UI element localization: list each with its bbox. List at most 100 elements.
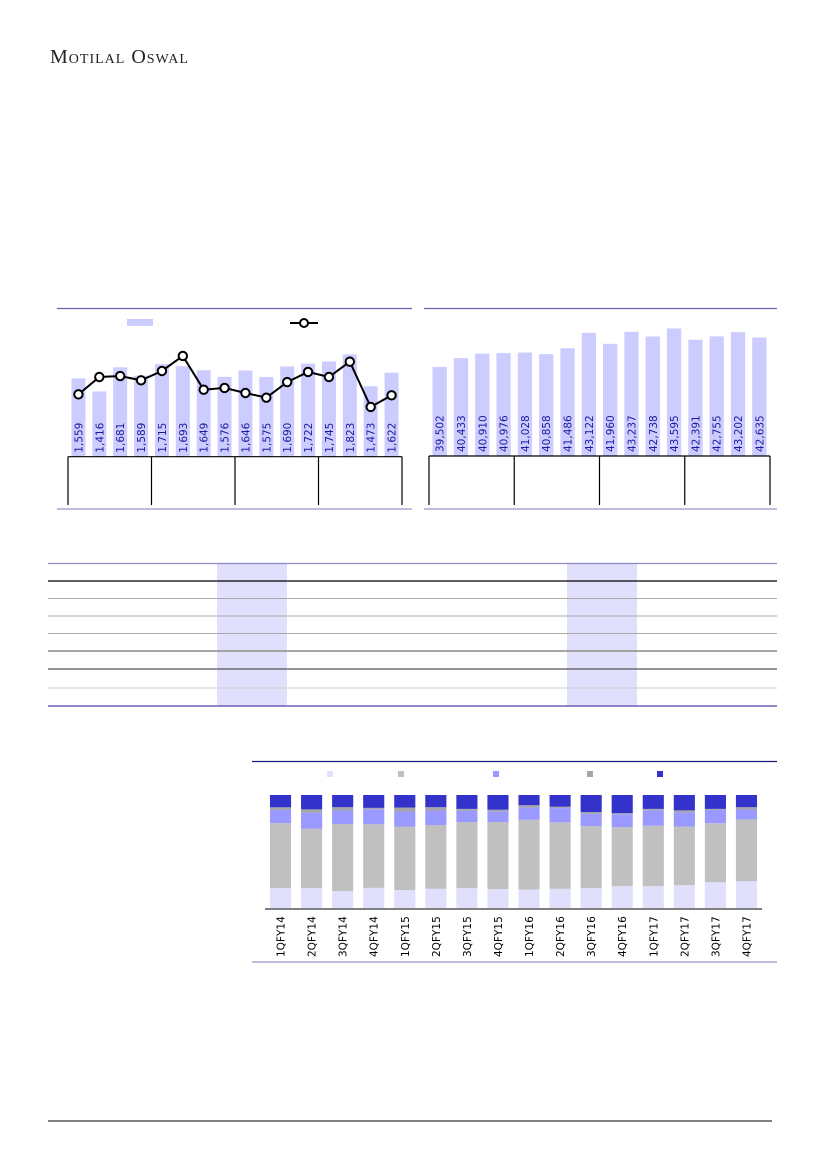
bar-data-label: 1,589 <box>136 423 148 453</box>
x-tick-label: 4QFY15 <box>493 916 505 957</box>
x-tick-label: 2QFY16 <box>555 916 567 957</box>
line-point <box>261 392 272 403</box>
stack-segment <box>642 886 664 908</box>
stack-segment <box>549 822 571 889</box>
stack-segment <box>363 807 385 810</box>
bar-data-label: 1,416 <box>94 422 106 452</box>
legend-swatch <box>657 771 663 777</box>
bar <box>496 353 511 456</box>
stack-segment <box>518 795 540 806</box>
stack-segment <box>425 825 447 889</box>
line-point <box>114 370 126 382</box>
bar <box>517 352 533 456</box>
bar <box>752 337 767 456</box>
bar-data-label: 1,575 <box>261 423 273 453</box>
line-point <box>240 387 251 399</box>
stack-segment <box>611 814 633 828</box>
stack-segment <box>363 809 385 825</box>
stack-segment <box>673 812 695 827</box>
bar <box>666 328 682 456</box>
bar-data-label: 1,690 <box>282 423 294 453</box>
x-tick-label: 1QFY16 <box>524 916 536 957</box>
bar-data-label: 1,715 <box>157 423 169 453</box>
stack-segment <box>301 888 323 908</box>
stack-segment <box>642 795 664 809</box>
line-point <box>156 365 168 377</box>
stack-segment <box>487 811 509 823</box>
stack-segment <box>518 807 540 820</box>
x-tick-label: 1QFY17 <box>648 916 660 957</box>
bar-data-label: 1,823 <box>345 423 357 453</box>
stack-segment <box>425 807 447 811</box>
stack-segment <box>549 806 571 809</box>
highlight-column-2 <box>567 564 637 706</box>
x-tick-label: 4QFY16 <box>617 916 629 957</box>
bar-data-label: 1,576 <box>220 422 232 452</box>
highlight-column-1 <box>217 564 287 706</box>
bar-data-label: 43,237 <box>626 415 638 452</box>
line-point <box>94 371 105 383</box>
stack-segment <box>735 819 758 882</box>
stack-segment <box>735 795 758 808</box>
data-table <box>48 562 777 707</box>
bar-data-label: 40,910 <box>477 415 489 452</box>
legend-swatch <box>398 771 404 777</box>
bar <box>301 363 316 457</box>
bar-data-label: 42,391 <box>690 415 702 452</box>
stack-segment <box>394 811 416 827</box>
stack-segment <box>611 886 633 908</box>
bar <box>539 354 554 456</box>
stack-segment <box>332 807 354 811</box>
bar <box>432 366 447 456</box>
bar-data-label: 1,722 <box>303 423 315 453</box>
x-tick-label: 2QFY14 <box>307 916 319 957</box>
stack-segment <box>394 795 416 808</box>
bar-data-label: 1,681 <box>115 423 127 453</box>
chart-3-frame <box>252 760 777 963</box>
stack-segment <box>735 809 758 820</box>
stack-segment <box>425 795 447 808</box>
bar-data-label: 1,622 <box>387 423 399 453</box>
bar <box>603 343 618 456</box>
bar-data-label: 40,433 <box>456 415 468 452</box>
stack-segment <box>332 891 354 908</box>
chart-1: 1,559 1,416 1,681 1,589 1,715 1,693 1,649 1,576… <box>67 350 403 505</box>
legend-swatch <box>493 771 499 777</box>
line-point <box>281 376 293 388</box>
stack-segment <box>487 889 509 908</box>
bar-data-label: 1,745 <box>324 423 336 453</box>
bar <box>321 361 336 457</box>
line-point <box>302 366 314 378</box>
stack-segment <box>549 808 571 823</box>
line-point <box>198 384 209 395</box>
stack-segment <box>611 813 633 815</box>
stack-segment <box>456 822 478 889</box>
stack-segment <box>704 795 726 809</box>
bar <box>113 367 128 457</box>
x-tick-label: 4QFY14 <box>369 916 381 957</box>
bar-data-label: 41,028 <box>520 415 532 452</box>
stack-segment <box>704 809 726 824</box>
bar-data-label: 1,646 <box>240 422 252 452</box>
x-tick-label: 3QFY17 <box>710 916 722 957</box>
line-point <box>73 389 84 400</box>
stack-segment <box>487 809 509 812</box>
legend-bar-swatch <box>127 319 153 326</box>
stack-segment <box>332 795 354 808</box>
bar <box>92 391 107 457</box>
bar <box>730 332 746 456</box>
x-tick-label: 2QFY17 <box>679 916 691 957</box>
stack-segment <box>487 822 509 890</box>
x-tick-label: 3QFY14 <box>338 916 350 957</box>
stack-segment <box>518 889 540 908</box>
stack-segment <box>363 824 385 888</box>
stack-segment <box>269 807 292 810</box>
stack-segment <box>642 810 664 826</box>
bar-data-label: 42,635 <box>754 415 766 452</box>
legend-swatch <box>587 771 593 777</box>
bar-data-label: 43,202 <box>733 415 745 452</box>
bar-data-label: 40,976 <box>499 415 511 452</box>
stack-segment <box>549 795 571 807</box>
stack-segment <box>269 795 292 808</box>
